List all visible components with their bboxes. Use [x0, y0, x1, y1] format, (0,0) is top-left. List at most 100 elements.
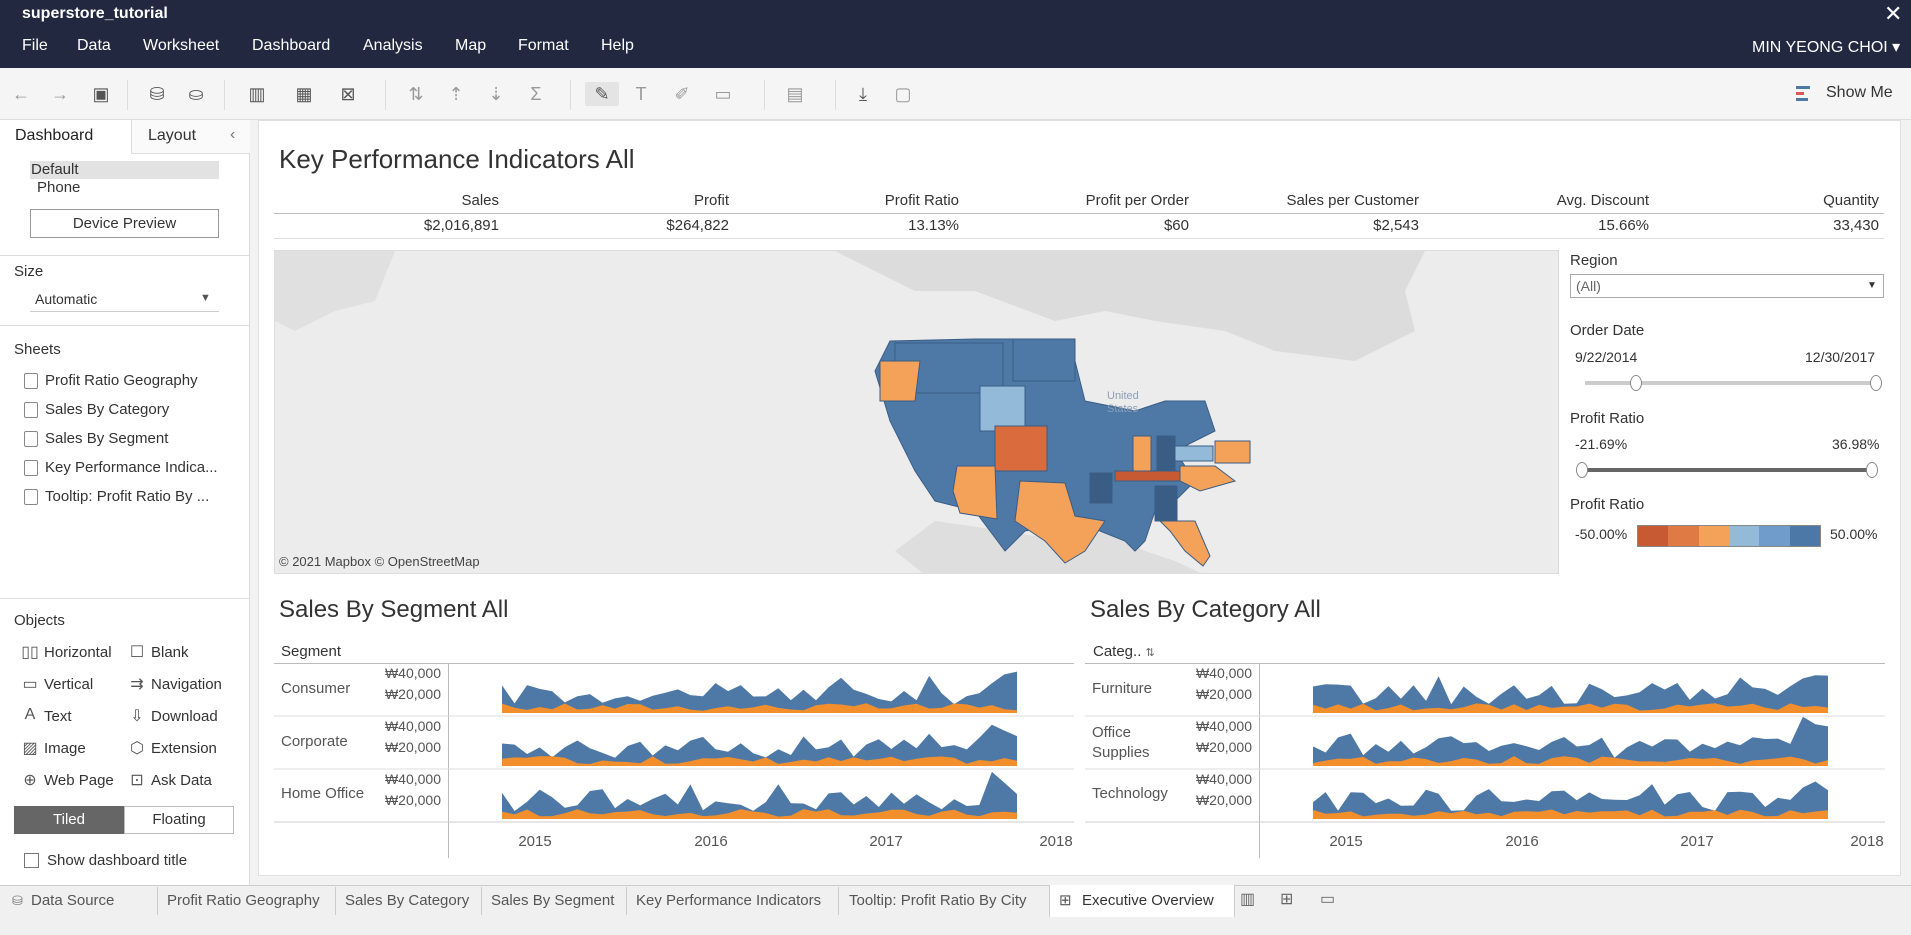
close-icon[interactable]: ✕ [1884, 1, 1903, 26]
state-pa[interactable] [1214, 440, 1251, 464]
menu-help[interactable]: Help [601, 37, 634, 54]
size-dropdown[interactable]: Automatic ▼ [30, 288, 219, 312]
order-date-min-handle[interactable] [1630, 375, 1642, 391]
sheet-item[interactable]: Key Performance Indica... [22, 457, 242, 479]
new-story-tab-icon[interactable]: ▭ [1320, 891, 1336, 908]
profit-area[interactable] [1313, 756, 1828, 766]
state-co[interactable] [994, 425, 1048, 472]
show-me-icon[interactable] [1796, 84, 1812, 104]
state-az[interactable] [952, 465, 998, 520]
download-icon[interactable]: ⤓ [859, 84, 867, 104]
menu-format[interactable]: Format [518, 37, 569, 54]
object-image[interactable]: ▨ Image [20, 738, 130, 760]
state-in[interactable] [1156, 435, 1176, 473]
tab-executive-overview[interactable]: ⊞ Executive Overview [1049, 885, 1235, 918]
user-menu[interactable]: MIN YEONG CHOI ▾ [1752, 37, 1900, 57]
profit-area[interactable] [502, 756, 1017, 766]
profit-ratio-map[interactable]: United States © 2021 Mapbox © OpenStreet… [274, 250, 1559, 574]
clear-sheet-icon[interactable]: ⊠ [340, 84, 356, 104]
object-navigation[interactable]: ⇉ Navigation [127, 674, 237, 696]
region-dropdown[interactable]: (All) ▼ [1570, 274, 1884, 298]
fit-icon[interactable]: ▭ [714, 84, 732, 104]
profit-ratio-slider-track[interactable] [1582, 468, 1872, 472]
object-web-page[interactable]: ⊕ Web Page [20, 770, 130, 792]
floating-button[interactable]: Floating [124, 806, 234, 834]
state-oh[interactable] [1174, 445, 1214, 462]
order-date-slider-track[interactable] [1585, 381, 1875, 385]
save-icon[interactable]: ▣ [92, 84, 110, 104]
sales-area[interactable] [1313, 675, 1828, 713]
sheet-item[interactable]: Tooltip: Profit Ratio By ... [22, 486, 242, 508]
tab-key-performance-indicators[interactable]: Key Performance Indicators [636, 892, 822, 909]
show-title-checkbox[interactable] [24, 853, 39, 868]
profit-area[interactable] [1313, 809, 1828, 820]
order-date-max-handle[interactable] [1870, 375, 1882, 391]
tab-profit-ratio-geography[interactable]: Profit Ratio Geography [167, 892, 320, 909]
menu-map[interactable]: Map [455, 37, 487, 54]
sales-area[interactable] [502, 724, 1017, 766]
profit-area[interactable] [502, 809, 1017, 819]
state-ga[interactable] [1154, 485, 1178, 522]
new-datasource-icon[interactable]: ⛁ [149, 84, 165, 104]
sales-area[interactable] [502, 671, 1017, 713]
object-text[interactable]: A Text [20, 706, 130, 728]
new-dashboard-tab-icon[interactable]: ⊞ [1280, 891, 1294, 908]
sales-area[interactable] [1313, 781, 1828, 820]
new-worksheet-tab-icon[interactable]: ▥ [1240, 891, 1256, 908]
menu-data[interactable]: Data [77, 37, 111, 54]
redo-icon[interactable]: → [51, 84, 69, 104]
object-ask-data[interactable]: ⊡ Ask Data [127, 770, 237, 792]
state-il[interactable] [1132, 435, 1152, 472]
state-nc[interactable] [1179, 465, 1237, 492]
sheet-item[interactable]: Sales By Category [22, 399, 242, 421]
menu-dashboard[interactable]: Dashboard [252, 37, 331, 54]
menu-worksheet[interactable]: Worksheet [143, 37, 220, 54]
segment-area-chart[interactable]: ₩40,000 ₩20,000 ₩40,000 ₩20,000 ₩40,000 ₩20,0… [274, 663, 1074, 858]
device-default[interactable]: Default [30, 161, 219, 179]
state-or[interactable] [879, 360, 921, 402]
state-ar[interactable] [1089, 472, 1113, 504]
totals-icon[interactable]: Σ [530, 84, 542, 104]
sort-icon[interactable]: ⇅ [1145, 647, 1155, 659]
profit-area[interactable] [1313, 703, 1828, 713]
tab-tooltip-profit-ratio-by-city[interactable]: Tooltip: Profit Ratio By City [849, 892, 1027, 909]
chart-type-icon[interactable]: ▤ [786, 84, 804, 104]
category-area-chart[interactable]: ₩40,000 ₩20,000 ₩40,000 ₩20,000 ₩40,000 ₩20,0… [1085, 663, 1885, 858]
map-svg[interactable]: United States [275, 251, 1559, 574]
tab-dashboard[interactable]: Dashboard [0, 120, 132, 154]
tab-sales-by-category[interactable]: Sales By Category [345, 892, 470, 909]
object-horizontal[interactable]: ▯▯ Horizontal [20, 642, 130, 664]
sales-area[interactable] [1313, 716, 1828, 766]
tab-sales-by-segment[interactable]: Sales By Segment [491, 892, 615, 909]
profit-area[interactable] [502, 703, 1017, 713]
object-download[interactable]: ⇩ Download [127, 706, 237, 728]
undo-icon[interactable]: ← [12, 84, 30, 104]
state-fl[interactable] [1158, 520, 1211, 567]
state-tx[interactable] [1014, 480, 1106, 564]
object-vertical[interactable]: ▭ Vertical [20, 674, 130, 696]
presentation-icon[interactable]: ▢ [894, 84, 912, 104]
sort-descending-icon[interactable]: ⇣ [488, 84, 504, 104]
device-preview-button[interactable]: Device Preview [30, 209, 219, 238]
labels-icon[interactable]: T [635, 84, 647, 104]
sort-ascending-icon[interactable]: ⇡ [448, 84, 464, 104]
profit-ratio-max-handle[interactable] [1866, 462, 1878, 478]
menu-analysis[interactable]: Analysis [363, 37, 423, 54]
highlight-icon[interactable]: ✎ [585, 82, 619, 106]
state-wy[interactable] [979, 385, 1026, 432]
sales-area[interactable] [502, 771, 1017, 819]
object-extension[interactable]: ⬡ Extension [127, 738, 237, 760]
pause-updates-icon[interactable]: ⛀ [188, 84, 204, 104]
device-phone[interactable]: Phone [37, 179, 81, 196]
tab-layout[interactable]: Layout ‹ [132, 120, 250, 154]
profit-ratio-min-handle[interactable] [1576, 462, 1588, 478]
format-workbook-icon[interactable]: ✐ [674, 84, 690, 104]
duplicate-sheet-icon[interactable]: ▦ [295, 84, 313, 104]
tiled-button[interactable]: Tiled [14, 806, 124, 834]
swap-icon[interactable]: ⇅ [408, 84, 424, 104]
new-worksheet-icon[interactable]: ▥ [248, 84, 266, 104]
show-me-button[interactable]: Show Me [1826, 84, 1893, 101]
category-header[interactable]: Categ.. ⇅ [1093, 643, 1155, 660]
state-nd[interactable] [1012, 338, 1076, 382]
sheet-item[interactable]: Profit Ratio Geography [22, 370, 242, 392]
